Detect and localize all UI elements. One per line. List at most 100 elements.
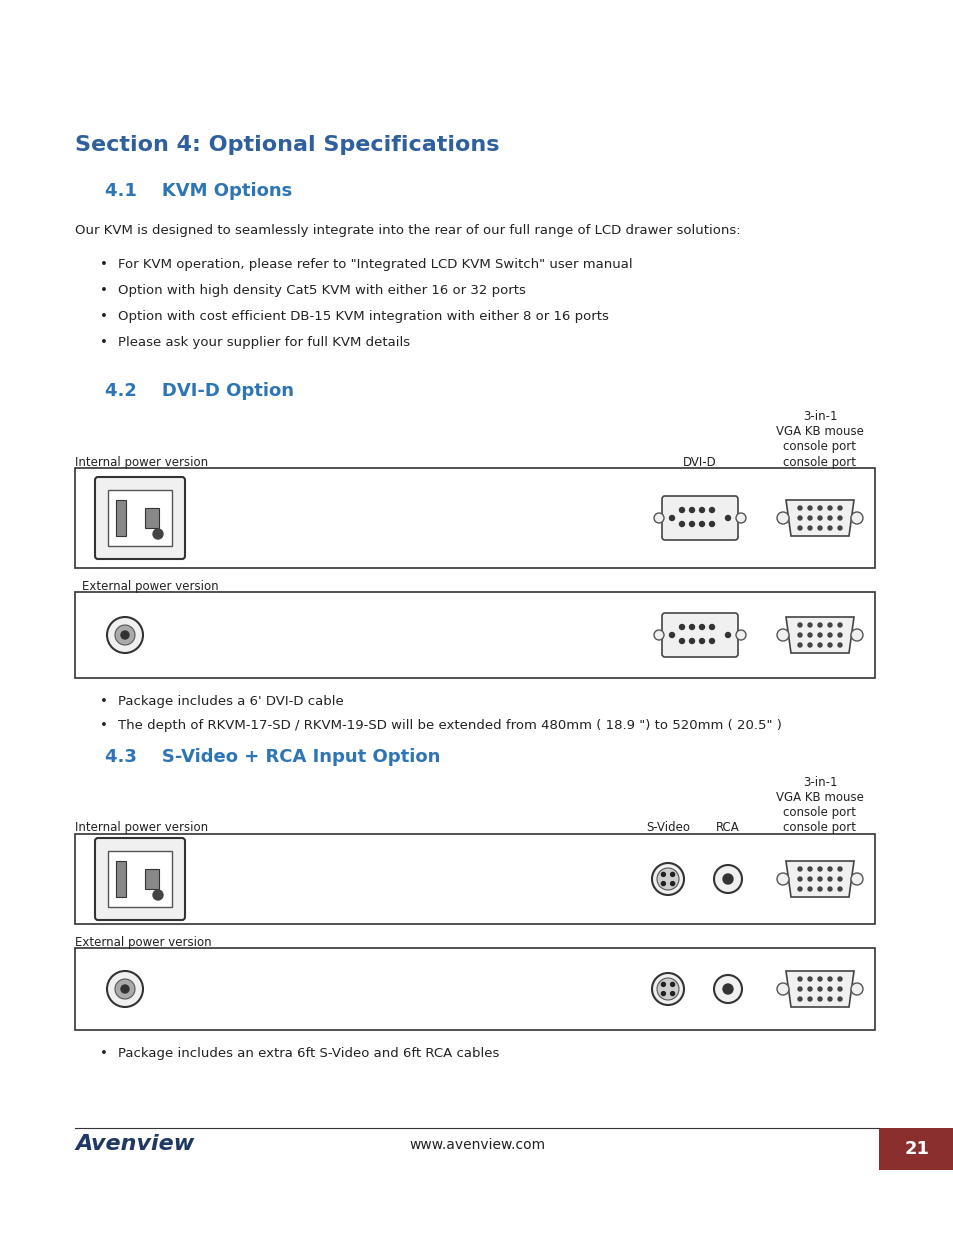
Text: Our KVM is designed to seamlessly integrate into the rear of our full range of L: Our KVM is designed to seamlessly integr… [75, 224, 740, 237]
Circle shape [776, 873, 788, 885]
Circle shape [817, 526, 821, 530]
Circle shape [827, 622, 831, 627]
Circle shape [817, 977, 821, 981]
Circle shape [807, 987, 811, 990]
Circle shape [797, 634, 801, 637]
Circle shape [807, 506, 811, 510]
Circle shape [699, 521, 703, 526]
Circle shape [807, 887, 811, 890]
Circle shape [827, 987, 831, 990]
Circle shape [669, 515, 674, 520]
Bar [75, 592, 874, 678]
Circle shape [817, 634, 821, 637]
Text: Package includes an extra 6ft S-Video and 6ft RCA cables: Package includes an extra 6ft S-Video an… [118, 1047, 498, 1060]
FancyBboxPatch shape [661, 496, 738, 540]
Circle shape [797, 867, 801, 871]
Text: Internal power version: Internal power version [75, 456, 208, 469]
Circle shape [152, 890, 163, 900]
Circle shape [807, 977, 811, 981]
Circle shape [827, 977, 831, 981]
Circle shape [807, 867, 811, 871]
Text: 21: 21 [903, 1140, 928, 1158]
FancyBboxPatch shape [661, 613, 738, 657]
Bar [878, 1128, 953, 1170]
Text: console port: console port [782, 806, 856, 819]
Text: S-Video: S-Video [645, 821, 689, 834]
Circle shape [115, 979, 135, 999]
Circle shape [689, 625, 694, 630]
FancyBboxPatch shape [116, 500, 126, 536]
Circle shape [837, 867, 841, 871]
Bar [75, 948, 874, 1030]
Text: Avenview: Avenview [75, 1134, 194, 1153]
Circle shape [654, 630, 663, 640]
Circle shape [817, 997, 821, 1002]
Circle shape [689, 638, 694, 643]
Circle shape [817, 506, 821, 510]
Circle shape [797, 526, 801, 530]
Circle shape [776, 513, 788, 524]
Circle shape [807, 634, 811, 637]
Circle shape [722, 874, 732, 884]
Circle shape [827, 526, 831, 530]
FancyBboxPatch shape [108, 490, 172, 546]
Circle shape [776, 983, 788, 995]
Circle shape [827, 887, 831, 890]
Bar [75, 468, 874, 568]
Circle shape [850, 513, 862, 524]
Text: External power version: External power version [82, 580, 218, 593]
Circle shape [735, 513, 745, 522]
Text: 3-in-1: 3-in-1 [801, 410, 837, 424]
Circle shape [699, 508, 703, 513]
Text: Internal power version: Internal power version [75, 821, 208, 834]
Circle shape [837, 877, 841, 881]
Circle shape [657, 978, 679, 1000]
Circle shape [724, 515, 730, 520]
Polygon shape [785, 500, 853, 536]
Text: console port: console port [782, 821, 856, 834]
Circle shape [679, 638, 684, 643]
Circle shape [657, 868, 679, 890]
Circle shape [735, 630, 745, 640]
Circle shape [837, 622, 841, 627]
Polygon shape [785, 861, 853, 897]
Circle shape [827, 643, 831, 647]
Circle shape [797, 887, 801, 890]
Polygon shape [785, 971, 853, 1007]
Circle shape [797, 877, 801, 881]
Circle shape [679, 625, 684, 630]
Text: For KVM operation, please refer to "Integrated LCD KVM Switch" user manual: For KVM operation, please refer to "Inte… [118, 258, 632, 270]
Circle shape [699, 638, 703, 643]
Text: •: • [100, 336, 108, 350]
Circle shape [660, 992, 664, 995]
Text: •: • [100, 719, 108, 732]
Circle shape [121, 986, 129, 993]
Circle shape [817, 867, 821, 871]
Circle shape [699, 625, 703, 630]
Circle shape [679, 521, 684, 526]
Circle shape [827, 877, 831, 881]
Circle shape [121, 631, 129, 638]
Circle shape [107, 971, 143, 1007]
Circle shape [827, 506, 831, 510]
Circle shape [797, 987, 801, 990]
Text: VGA KB mouse: VGA KB mouse [775, 790, 863, 804]
Polygon shape [785, 618, 853, 653]
Text: •: • [100, 310, 108, 324]
Text: •: • [100, 284, 108, 296]
Text: Please ask your supplier for full KVM details: Please ask your supplier for full KVM de… [118, 336, 410, 350]
FancyBboxPatch shape [95, 477, 185, 559]
Text: Section 4: Optional Specifications: Section 4: Optional Specifications [75, 135, 499, 156]
Circle shape [797, 506, 801, 510]
Circle shape [837, 977, 841, 981]
Circle shape [837, 987, 841, 990]
Text: VGA KB mouse: VGA KB mouse [775, 425, 863, 438]
Text: •: • [100, 695, 108, 708]
Circle shape [827, 867, 831, 871]
Circle shape [837, 997, 841, 1002]
Circle shape [654, 513, 663, 522]
Circle shape [670, 982, 674, 987]
Circle shape [797, 622, 801, 627]
Circle shape [817, 516, 821, 520]
Circle shape [776, 629, 788, 641]
